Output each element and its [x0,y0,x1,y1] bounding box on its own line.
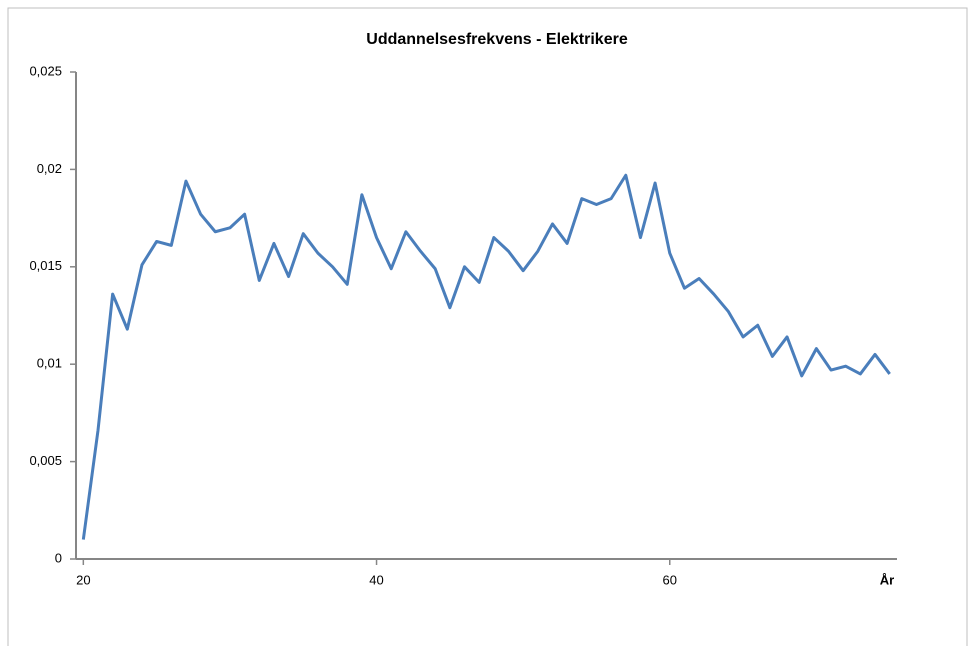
y-tick-label: 0 [55,550,62,565]
chart-title: Uddannelsesfrekvens - Elektrikere [366,31,628,48]
chart-border [7,7,968,646]
x-axis-title: År [880,572,894,587]
data-line [81,173,891,540]
y-tick-label: 0,01 [37,356,62,371]
y-tick-label: 0,005 [29,453,62,468]
x-tick-label: 40 [369,572,383,587]
y-tick-label: 0,025 [29,63,62,78]
y-tick-label: 0,02 [37,161,62,176]
x-tick-label: 20 [76,572,90,587]
x-tick-label: 60 [663,572,677,587]
y-tick-label: 0,015 [29,258,62,273]
